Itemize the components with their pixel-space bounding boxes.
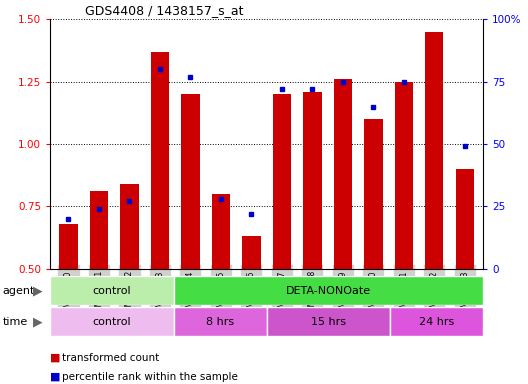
Bar (90, 192, 108, 269)
Text: control: control (93, 286, 131, 296)
Text: percentile rank within the sample: percentile rank within the sample (62, 372, 238, 382)
Bar (120, 184, 138, 269)
Bar (181, 94, 200, 269)
Bar (273, 94, 291, 269)
Bar (395, 82, 413, 269)
Text: ▶: ▶ (33, 285, 43, 297)
Bar (267, 307, 390, 336)
Text: ■: ■ (50, 353, 61, 363)
Text: agent: agent (3, 286, 35, 296)
Text: ▶: ▶ (33, 315, 43, 328)
Text: 8 hrs: 8 hrs (206, 316, 234, 327)
Text: ■: ■ (50, 372, 61, 382)
Bar (212, 194, 230, 269)
Text: GDS4408 / 1438157_s_at: GDS4408 / 1438157_s_at (85, 3, 243, 17)
Text: transformed count: transformed count (62, 353, 159, 363)
Text: DETA-NONOate: DETA-NONOate (286, 286, 371, 296)
Bar (151, 52, 169, 269)
Bar (364, 119, 382, 269)
Bar (174, 307, 267, 336)
Bar (334, 79, 352, 269)
Text: time: time (3, 316, 28, 327)
Bar (59, 224, 78, 269)
Bar (390, 307, 483, 336)
Bar (303, 92, 322, 269)
Bar (174, 276, 483, 305)
Bar (242, 237, 260, 269)
Bar (50, 276, 174, 305)
Bar (456, 169, 474, 269)
Text: 24 hrs: 24 hrs (419, 316, 455, 327)
Text: control: control (93, 316, 131, 327)
Bar (425, 32, 444, 269)
Text: 15 hrs: 15 hrs (311, 316, 346, 327)
Bar (50, 307, 174, 336)
